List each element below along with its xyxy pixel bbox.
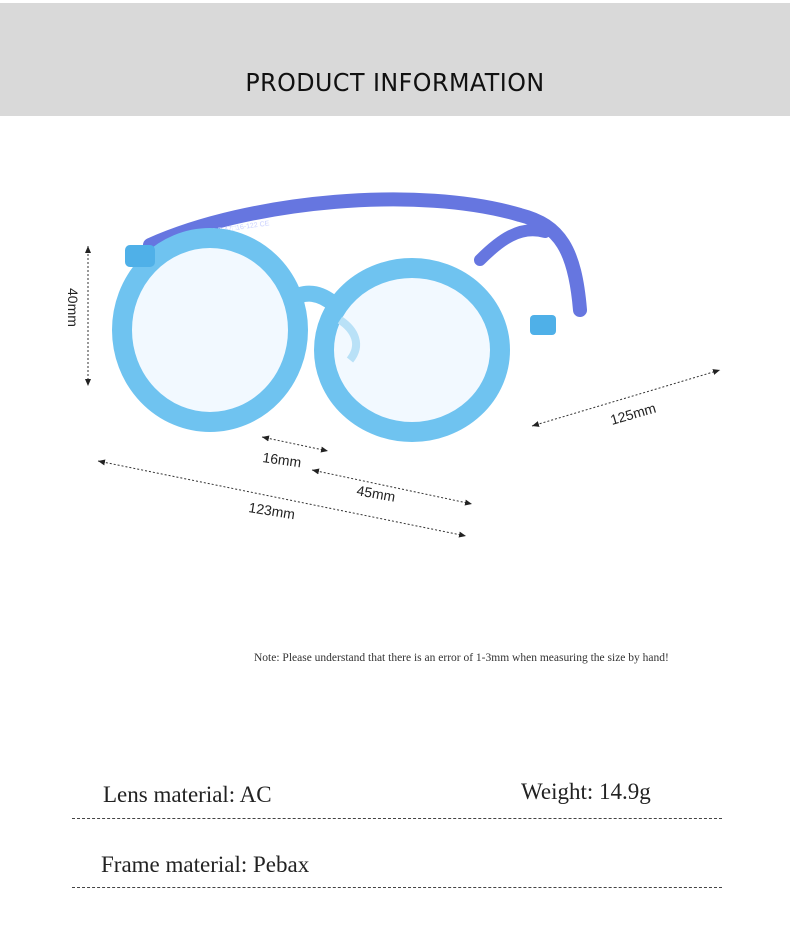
page-title: PRODUCT INFORMATION (245, 68, 545, 97)
weight: Weight: 14.9g (521, 779, 651, 804)
header-banner (0, 3, 790, 116)
divider (72, 818, 722, 819)
lens-material: Lens material: AC (103, 782, 272, 807)
bridge-label: 16mm (262, 449, 303, 470)
height-label: 40mm (65, 288, 81, 327)
temple-arm (143, 192, 587, 317)
measurement-note: Note: Please understand that there is an… (254, 652, 669, 664)
left-lens-rim (112, 228, 308, 432)
bridge (285, 285, 341, 312)
temple-label: 125mm (608, 400, 657, 428)
glasses-diagram: S609 P 47□16-122 CE 40mm 125mm 16mm 45mm… (65, 192, 721, 538)
divider (72, 887, 722, 888)
frame-material: Frame material: Pebax (101, 852, 310, 877)
glasses-image: S609 P 47□16-122 CE (112, 192, 587, 442)
total-width-label: 123mm (248, 499, 297, 522)
lens-label: 45mm (355, 482, 396, 505)
right-lens-rim (314, 258, 510, 442)
dimension-lines (85, 246, 721, 538)
